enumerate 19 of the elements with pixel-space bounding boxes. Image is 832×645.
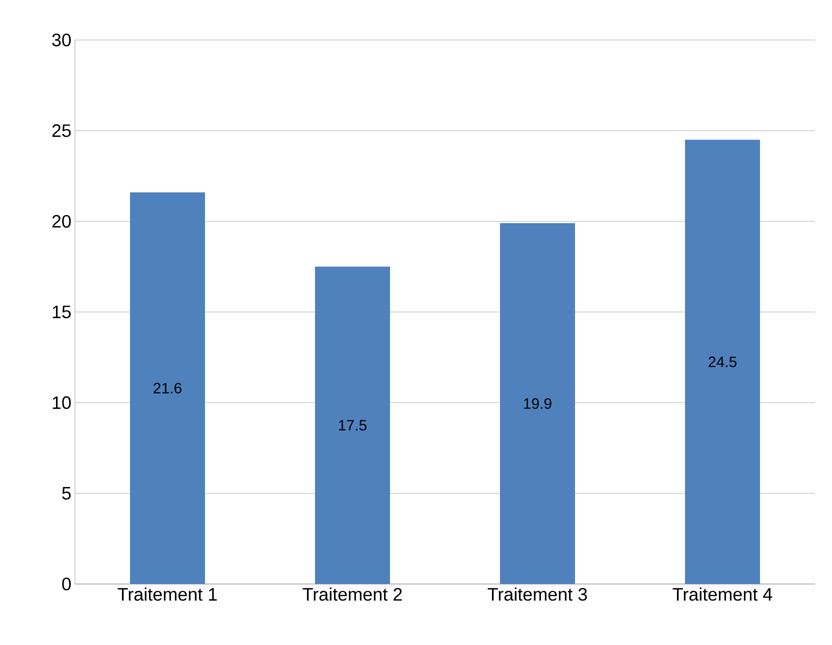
y-tick-label: 15 [52, 306, 71, 318]
data-label: 17.5 [339, 420, 366, 431]
bar [685, 140, 760, 584]
data-label: 24.5 [708, 356, 736, 368]
y-tick-label: 25 [52, 124, 71, 138]
x-tick-label: Traitement 2 [302, 588, 402, 601]
data-label: 21.6 [154, 382, 182, 394]
bar [130, 192, 206, 584]
data-label: 19.9 [524, 398, 552, 409]
y-tick-label: 20 [52, 214, 71, 228]
y-tick-label: 0 [62, 578, 71, 590]
bar [315, 266, 390, 584]
x-tick-label: Traitement 4 [672, 588, 772, 601]
x-tick-label: Traitement 3 [488, 588, 587, 601]
x-tick-label: Traitement 1 [118, 588, 217, 601]
y-tick-label: 30 [52, 34, 71, 46]
y-tick-label: 10 [52, 396, 71, 410]
y-tick-label: 5 [62, 487, 71, 500]
bar [500, 223, 576, 584]
